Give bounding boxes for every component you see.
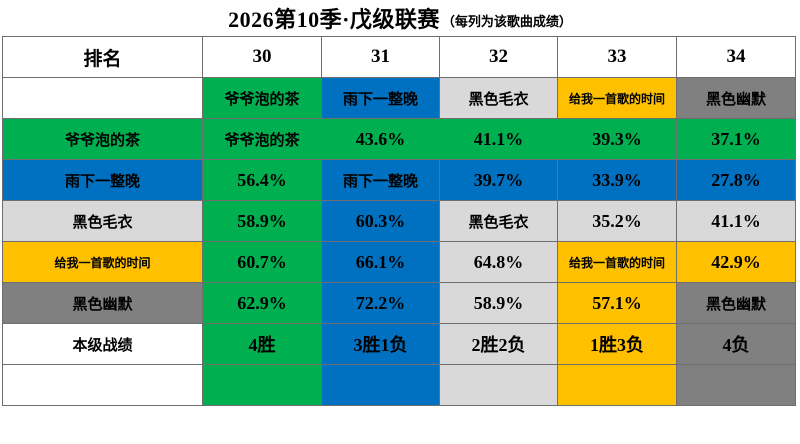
table-cell: 给我一首歌的时间 [557, 241, 677, 283]
table-cell: 72.2% [321, 282, 440, 324]
header-cell-30: 30 [202, 36, 322, 78]
table-cell: 56.4% [202, 159, 322, 201]
table-cell: 爷爷泡的茶 [202, 118, 322, 160]
table-cell: 1胜3负 [557, 323, 677, 365]
league-results-table: 排名 30 31 32 33 34 爷爷泡的茶 雨下一整晚 黑色毛衣 给我一首歌的时间… [2, 36, 796, 406]
row-label-cell: 黑色毛衣 [2, 200, 203, 242]
row-label-cell: 爷爷泡的茶 [2, 118, 203, 160]
table-cell [202, 364, 322, 406]
row-label-cell: 黑色幽默 [2, 282, 203, 324]
row-hei-se-mao-yi: 黑色毛衣 58.9% 60.3% 黑色毛衣 35.2% 41.1% [2, 200, 796, 242]
table-cell: 43.6% [321, 118, 440, 160]
table-cell: 2胜2负 [439, 323, 558, 365]
table-cell: 黑色毛衣 [439, 200, 558, 242]
row-label-cell: 雨下一整晚 [2, 159, 203, 201]
table-cell [557, 364, 677, 406]
row-label-cell [2, 364, 203, 406]
table-cell: 60.3% [321, 200, 440, 242]
table-cell [321, 364, 440, 406]
row-hei-se-you-mo: 黑色幽默 62.9% 72.2% 58.9% 57.1% 黑色幽默 [2, 282, 796, 324]
table-cell [439, 364, 558, 406]
table-cell: 39.7% [439, 159, 558, 201]
table-cell: 41.1% [676, 200, 796, 242]
table-cell: 64.8% [439, 241, 558, 283]
row-label-cell [2, 77, 203, 119]
row-empty-color-strip [2, 364, 796, 406]
table-cell: 60.7% [202, 241, 322, 283]
row-label-cell: 给我一首歌的时间 [2, 241, 203, 283]
table-cell: 黑色毛衣 [439, 77, 558, 119]
song-name-header-row: 爷爷泡的茶 雨下一整晚 黑色毛衣 给我一首歌的时间 黑色幽默 [2, 77, 796, 119]
header-cell-31: 31 [321, 36, 440, 78]
table-cell: 雨下一整晚 [321, 159, 440, 201]
table-cell: 爷爷泡的茶 [202, 77, 322, 119]
page-title: 2026第10季·戊级联赛 （每列为该歌曲成绩） [0, 0, 800, 36]
table-cell: 4胜 [202, 323, 322, 365]
table-cell: 37.1% [676, 118, 796, 160]
table-cell: 黑色幽默 [676, 77, 796, 119]
header-cell-rank: 排名 [2, 36, 203, 78]
row-label-cell: 本级战绩 [2, 323, 203, 365]
header-cell-34: 34 [676, 36, 796, 78]
table-cell: 39.3% [557, 118, 677, 160]
table-cell: 给我一首歌的时间 [557, 77, 677, 119]
table-cell: 42.9% [676, 241, 796, 283]
header-cell-32: 32 [439, 36, 558, 78]
table-cell: 62.9% [202, 282, 322, 324]
table-cell: 雨下一整晚 [321, 77, 440, 119]
table-header-row: 排名 30 31 32 33 34 [2, 36, 796, 78]
header-cell-33: 33 [557, 36, 677, 78]
table-cell: 57.1% [557, 282, 677, 324]
table-cell: 35.2% [557, 200, 677, 242]
table-cell [676, 364, 796, 406]
table-cell: 4负 [676, 323, 796, 365]
table-cell: 3胜1负 [321, 323, 440, 365]
title-subtitle: （每列为该歌曲成绩） [441, 13, 572, 29]
table-cell: 27.8% [676, 159, 796, 201]
row-yu-xia-yi-zheng-wan: 雨下一整晚 56.4% 雨下一整晚 39.7% 33.9% 27.8% [2, 159, 796, 201]
title-main: 2026第10季·戊级联赛 [228, 7, 440, 32]
row-gei-wo-yi-shou-ge-de-shi-jian: 给我一首歌的时间 60.7% 66.1% 64.8% 给我一首歌的时间 42.9% [2, 241, 796, 283]
table-cell: 58.9% [439, 282, 558, 324]
table-cell: 33.9% [557, 159, 677, 201]
table-cell: 66.1% [321, 241, 440, 283]
row-level-record: 本级战绩 4胜 3胜1负 2胜2负 1胜3负 4负 [2, 323, 796, 365]
row-yeye-pao-de-cha: 爷爷泡的茶 爷爷泡的茶 43.6% 41.1% 39.3% 37.1% [2, 118, 796, 160]
table-cell: 41.1% [439, 118, 558, 160]
table-cell: 黑色幽默 [676, 282, 796, 324]
table-cell: 58.9% [202, 200, 322, 242]
